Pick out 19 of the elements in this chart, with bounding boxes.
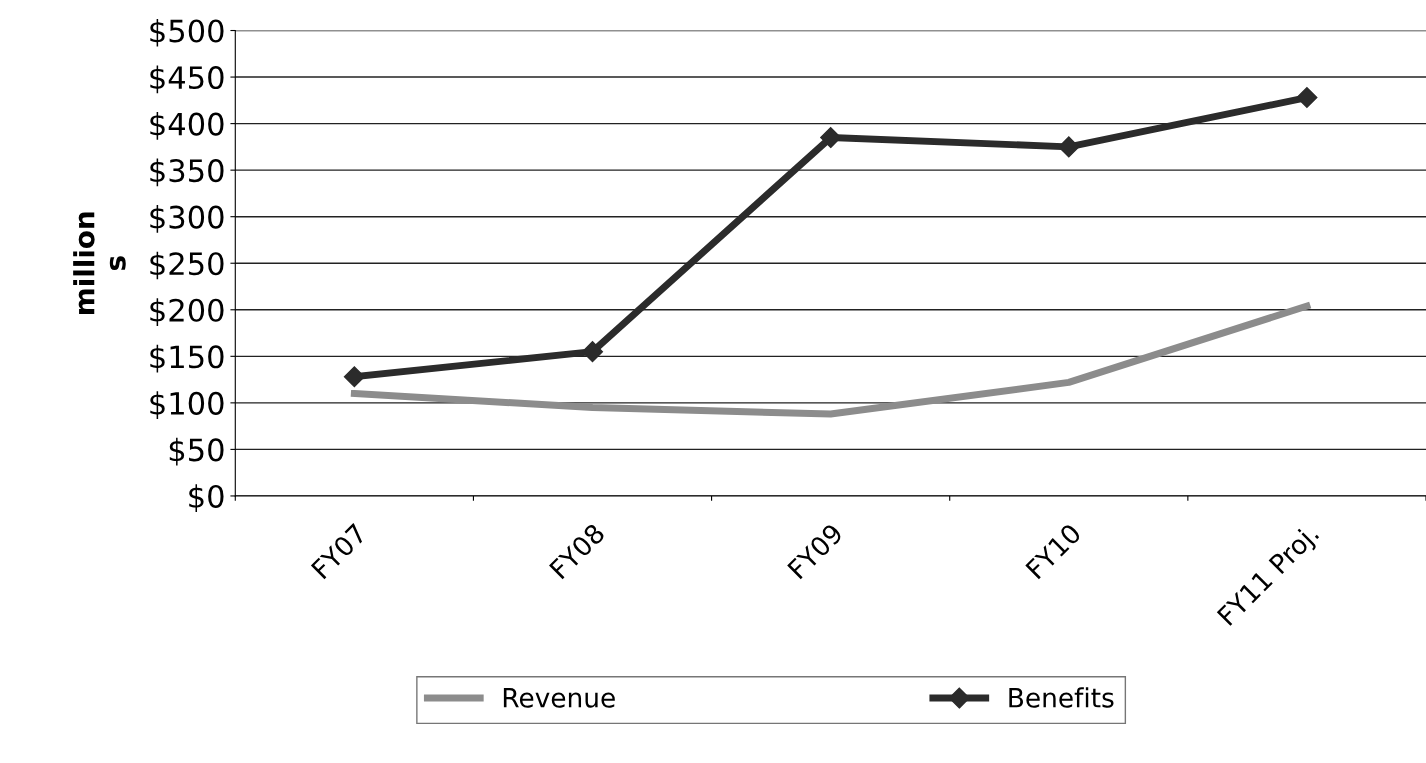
legend-label: Revenue <box>503 688 615 708</box>
y-tick-label: $450 <box>150 65 224 94</box>
y-tick-label: $300 <box>150 205 224 233</box>
y-axis-title: million s <box>73 212 126 314</box>
point <box>1296 87 1318 109</box>
y-tick-label: $500 <box>150 18 224 47</box>
y-tick-label: $150 <box>150 344 224 373</box>
y-tick-label: $250 <box>150 251 224 280</box>
y-tick-label: $100 <box>150 391 224 419</box>
legend-label: Benefits <box>1009 687 1114 708</box>
y-tick-label: $200 <box>150 298 224 326</box>
point <box>343 366 365 388</box>
y-tick-label: $350 <box>150 158 224 187</box>
y-tick-label: $50 <box>169 437 224 466</box>
point <box>581 341 604 363</box>
y-tick-label: $400 <box>150 112 224 140</box>
point <box>1058 136 1080 158</box>
point <box>820 127 842 149</box>
y-tick-label: $0 <box>189 484 224 513</box>
